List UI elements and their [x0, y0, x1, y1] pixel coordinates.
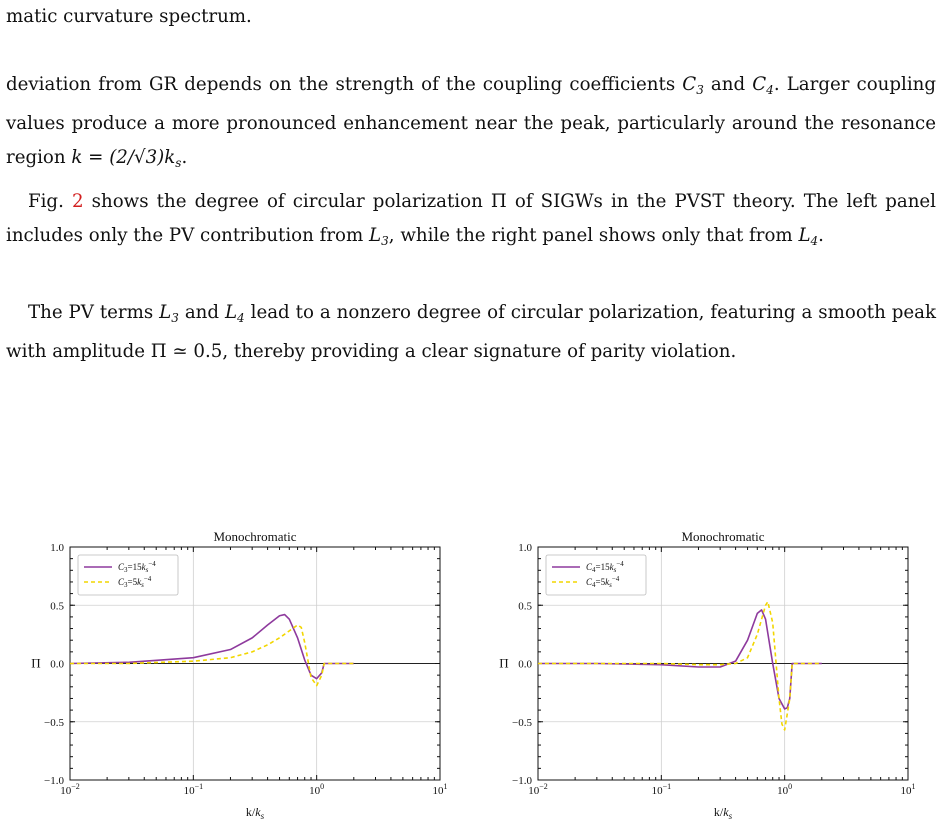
- legend-label: C4=5ks−4: [586, 575, 620, 589]
- legend-label: C4=15ks−4: [586, 560, 624, 574]
- y-tick-label: −1.0: [512, 775, 532, 787]
- symbol-l3: L3: [159, 302, 179, 325]
- y-tick-label: 0.0: [50, 659, 64, 671]
- paragraph-figure-description: Fig. 2 shows the degree of circular pola…: [6, 185, 936, 258]
- resonance-formula: k = (2/√3)ks: [71, 147, 182, 170]
- symbol-l3: L3: [369, 225, 389, 248]
- y-tick-label: 0.5: [50, 600, 64, 612]
- legend-label: C3=5ks−4: [118, 575, 152, 589]
- x-tick-label: 10−1: [184, 782, 204, 797]
- y-tick-label: 1.0: [518, 542, 532, 554]
- symbol-l4: L4: [224, 302, 245, 325]
- legend-label: C3=15ks−4: [118, 560, 156, 574]
- figure-canvas: 10−2 10−1 100 101 −1.0 −0.5 0.0 0.5 1.0 Monochrom…: [31, 529, 915, 821]
- paragraph-pv-terms: The PV terms L3 and L4 lead to a nonzero…: [6, 296, 936, 369]
- symbol-c3: C3: [682, 74, 704, 97]
- text-run: Fig.: [28, 191, 72, 212]
- symbol-l4: L4: [798, 225, 819, 248]
- text-run: The PV terms: [28, 302, 160, 323]
- x-tick-label: 10−2: [60, 782, 80, 797]
- x-tick-label: 100: [777, 782, 792, 797]
- y-tick-label: −0.5: [44, 717, 64, 729]
- x-axis-label: k/ks: [246, 805, 265, 821]
- paragraph-coupling: deviation from GR depends on the strengt…: [6, 68, 936, 180]
- chart-title: Monochromatic: [681, 529, 764, 544]
- y-tick-label: −1.0: [44, 775, 64, 787]
- symbol-c4: C4: [752, 74, 774, 97]
- y-axis-label: Π: [31, 656, 40, 671]
- series-line: [70, 624, 354, 687]
- text-run: shows the degree of circular polarizatio…: [6, 191, 936, 246]
- text-run: .: [818, 225, 824, 246]
- text-run: , while the right panel shows only that …: [388, 225, 799, 246]
- text-run: . Larger coupling values produce a more …: [6, 74, 936, 168]
- x-tick-label: 101: [433, 782, 448, 797]
- text-run: and: [178, 302, 225, 323]
- x-tick-label: 10−2: [528, 782, 548, 797]
- text-line: matic curvature spectrum.: [6, 6, 252, 27]
- y-tick-label: −0.5: [512, 717, 532, 729]
- y-tick-label: 0.5: [518, 600, 532, 612]
- x-tick-label: 10−1: [652, 782, 672, 797]
- x-axis-label: k/ks: [714, 805, 733, 821]
- chart-title: Monochromatic: [213, 529, 296, 544]
- text-run: deviation from GR depends on the strengt…: [6, 74, 683, 95]
- legend-box: [77, 554, 179, 596]
- chart-panel: 10−2 10−1 100 101 −1.0 −0.5 0.0 0.5 1.0 Monochrom…: [499, 529, 915, 821]
- chart-panel: 10−2 10−1 100 101 −1.0 −0.5 0.0 0.5 1.0 Monochrom…: [31, 529, 447, 821]
- figure-reference-link[interactable]: 2: [71, 191, 84, 212]
- x-tick-label: 101: [901, 782, 916, 797]
- y-tick-label: 0.0: [518, 659, 532, 671]
- paragraph-fragment: matic curvature spectrum.: [6, 0, 936, 34]
- y-tick-label: 1.0: [50, 542, 64, 554]
- series-line: [538, 609, 822, 710]
- text-run: and: [703, 74, 753, 95]
- text-run: lead to a nonzero degree of circular pol…: [6, 302, 937, 362]
- series-line: [70, 613, 354, 680]
- figure-polarization: 10−2 10−1 100 101 −1.0 −0.5 0.0 0.5 1.0 Monochrom…: [0, 520, 945, 826]
- legend-box: [545, 554, 647, 596]
- x-tick-label: 100: [309, 782, 324, 797]
- y-axis-label: Π: [499, 656, 508, 671]
- series-line: [538, 600, 822, 731]
- text-run: .: [181, 147, 188, 168]
